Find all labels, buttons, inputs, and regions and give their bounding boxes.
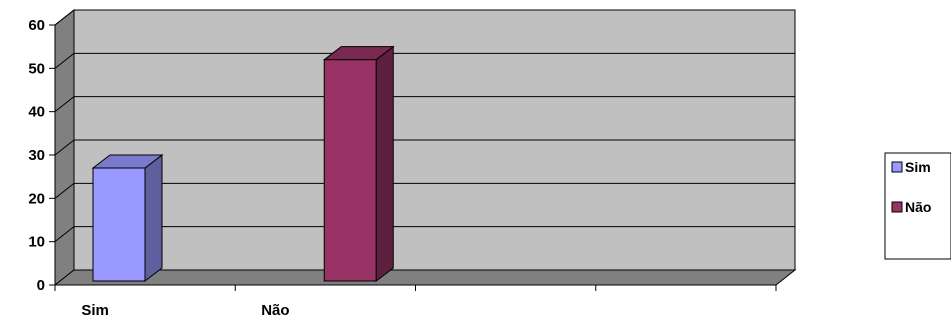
y-tick-label: 30 [28,147,45,164]
bar-top [322,46,395,61]
legend-swatch [891,201,903,213]
y-tick-label: 20 [28,190,45,207]
x-category-label: Sim [81,302,109,319]
axes [49,24,777,291]
bar-Não [322,45,395,283]
legend-swatch [891,161,903,173]
y-tick-label: 50 [28,60,45,77]
y-tick-label: 0 [37,277,45,294]
legend: Sim Não [884,152,951,260]
chart-floor [53,269,797,286]
gridline [54,139,795,156]
legend-label: Sim [905,159,931,175]
bar-front [323,59,377,282]
bar-Sim [91,153,164,283]
legend-label: Não [905,199,931,215]
gridline [54,9,795,26]
y-tick-label: 10 [28,234,45,251]
gridline [54,52,795,69]
y-tick-label: 60 [28,17,45,34]
bar-side [375,45,394,283]
labels: 0 10 20 30 40 50 60 Sim Não [28,17,289,319]
gridline [54,182,795,199]
chart-walls [53,8,797,287]
y-tick-label: 40 [28,104,45,121]
gridlines [54,9,795,243]
bar-front [92,167,146,282]
bar-top [91,154,164,169]
x-category-label: Não [261,302,289,319]
gridline [54,96,795,113]
gridline [54,226,795,243]
bar-side [144,153,163,283]
bars [91,45,395,283]
